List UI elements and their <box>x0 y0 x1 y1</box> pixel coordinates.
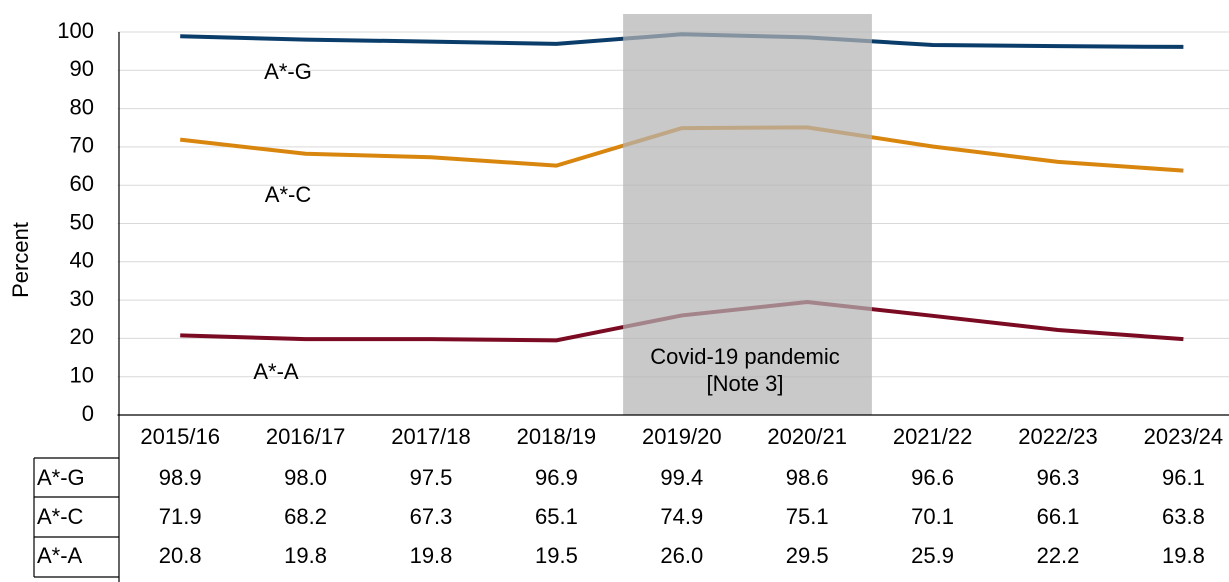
line-label: A*-C <box>265 182 312 207</box>
table-cell: 19.8 <box>1162 543 1205 568</box>
line-label: A*-A <box>253 359 299 384</box>
x-tick-label: 2020/21 <box>767 424 847 449</box>
table-cell: 98.6 <box>786 465 829 490</box>
y-tick-label: 90 <box>70 56 94 81</box>
table-cell: 74.9 <box>660 504 703 529</box>
y-tick-label: 50 <box>70 209 94 234</box>
x-tick-label: 2023/24 <box>1144 424 1224 449</box>
row-header: A*-C <box>37 504 84 529</box>
table-cell: 96.3 <box>1037 465 1080 490</box>
x-tick-label: 2019/20 <box>642 424 722 449</box>
table-cell: 25.9 <box>911 543 954 568</box>
table-cell: 19.8 <box>284 543 327 568</box>
y-tick-label: 100 <box>57 18 94 43</box>
y-axis-label: Percent <box>8 222 33 298</box>
table-cell: 65.1 <box>535 504 578 529</box>
x-tick-label: 2022/23 <box>1018 424 1098 449</box>
table-cell: 71.9 <box>159 504 202 529</box>
table-cell: 66.1 <box>1037 504 1080 529</box>
table-cell: 19.5 <box>535 543 578 568</box>
covid-shading <box>623 14 872 415</box>
table-cell: 99.4 <box>660 465 703 490</box>
table-cell: 20.8 <box>159 543 202 568</box>
table-cell: 22.2 <box>1037 543 1080 568</box>
x-tick-label: 2017/18 <box>391 424 471 449</box>
table-cell: 29.5 <box>786 543 829 568</box>
table-cell: 98.9 <box>159 465 202 490</box>
x-tick-label: 2016/17 <box>266 424 346 449</box>
table-cell: 26.0 <box>660 543 703 568</box>
table-cell: 96.1 <box>1162 465 1205 490</box>
table-cell: 96.9 <box>535 465 578 490</box>
line-label: A*-G <box>264 59 312 84</box>
table-cell: 75.1 <box>786 504 829 529</box>
row-header: A*-G <box>37 465 85 490</box>
y-tick-label: 0 <box>82 401 94 426</box>
y-tick-label: 30 <box>70 286 94 311</box>
table-cell: 68.2 <box>284 504 327 529</box>
annotation: Covid-19 pandemic <box>650 344 840 369</box>
x-tick-label: 2021/22 <box>893 424 973 449</box>
row-header: A*-A <box>37 543 83 568</box>
table-cell: 63.8 <box>1162 504 1205 529</box>
x-tick-label: 2018/19 <box>517 424 597 449</box>
y-tick-label: 70 <box>70 133 94 158</box>
table-cell: 19.8 <box>410 543 453 568</box>
y-tick-label: 40 <box>70 248 94 273</box>
table-cell: 98.0 <box>284 465 327 490</box>
x-tick-label: 2015/16 <box>140 424 220 449</box>
y-tick-label: 20 <box>70 324 94 349</box>
annotation: [Note 3] <box>706 371 783 396</box>
table-cell: 70.1 <box>911 504 954 529</box>
table-cell: 67.3 <box>410 504 453 529</box>
table-cell: 97.5 <box>410 465 453 490</box>
y-tick-label: 10 <box>70 363 94 388</box>
y-tick-label: 60 <box>70 171 94 196</box>
table-cell: 96.6 <box>911 465 954 490</box>
y-tick-label: 80 <box>70 94 94 119</box>
